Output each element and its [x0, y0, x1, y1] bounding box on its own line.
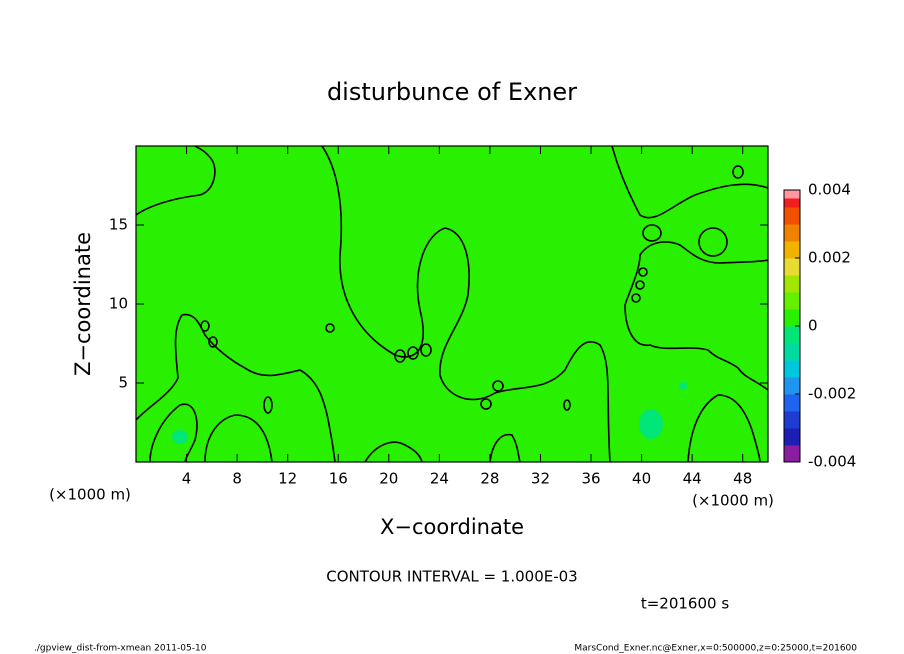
- colorbar-tick-label: 0: [808, 317, 818, 335]
- colorbar-tick-label: -0.004: [808, 453, 856, 471]
- patch: [679, 382, 687, 390]
- colorbar-band: [784, 343, 800, 361]
- x-tick-label: 4: [182, 470, 192, 488]
- x-tick-label: 36: [581, 470, 600, 488]
- x-tick-label: 28: [480, 470, 499, 488]
- colorbar-band: [784, 377, 800, 395]
- contour: [135, 145, 216, 216]
- y-tick-label: 10: [109, 295, 128, 313]
- contour: [364, 441, 423, 463]
- contour: [200, 320, 210, 332]
- colorbar-band: [784, 292, 800, 310]
- contour: [638, 267, 648, 277]
- contour: [489, 433, 521, 463]
- colorbar-tick-label: 0.004: [808, 181, 851, 199]
- contour: [611, 145, 769, 219]
- contours: [135, 145, 769, 463]
- colorbar-band: [784, 224, 800, 242]
- colorbar-band: [784, 258, 800, 276]
- contour: [635, 280, 645, 290]
- colorbar-tick-label: -0.002: [808, 385, 856, 403]
- chart-title: disturbunce of Exner: [327, 78, 577, 106]
- contour: [149, 403, 198, 463]
- contour: [325, 323, 335, 333]
- contour: [394, 349, 406, 363]
- contour: [263, 396, 273, 414]
- contour: [732, 165, 744, 179]
- x-axis-title: X−coordinate: [380, 515, 524, 539]
- colorbar-tick-label: 0.002: [808, 249, 851, 267]
- field: [136, 146, 768, 462]
- x-tick-label: 48: [733, 470, 752, 488]
- y-tick-label: 5: [118, 374, 128, 392]
- patches: [172, 382, 687, 444]
- colorbar-band: [784, 445, 800, 463]
- contour: [631, 293, 641, 303]
- x-unit: (×1000 m): [692, 492, 774, 510]
- contour: [321, 145, 611, 463]
- patch: [639, 409, 663, 439]
- colorbar-band: [784, 309, 800, 327]
- x-tick-label: 24: [430, 470, 449, 488]
- contour: [204, 414, 273, 463]
- footer-right: MarsCond_Exner.nc@Exner,x=0:500000,z=0:2…: [574, 644, 857, 654]
- footer-left: ./gpview_dist-from-xmean 2011-05-10: [34, 644, 207, 654]
- contour: [624, 241, 769, 391]
- colorbar-band: [784, 428, 800, 446]
- contour: [687, 394, 761, 463]
- colorbar-band: [784, 394, 800, 412]
- colorbar-band: [784, 411, 800, 429]
- y-tick-label: 15: [109, 216, 128, 234]
- contour: [420, 343, 432, 357]
- colorbar-top: [784, 190, 800, 199]
- time-label: t=201600 s: [641, 595, 729, 613]
- contour: [642, 224, 662, 242]
- x-tick-label: 8: [232, 470, 242, 488]
- y-axis-title: Z−coordinate: [71, 232, 95, 376]
- patch: [172, 430, 188, 444]
- contour: [492, 380, 504, 392]
- x-tick-label: 40: [632, 470, 651, 488]
- contour: [563, 399, 571, 411]
- contour: [480, 398, 492, 410]
- contour: [135, 313, 336, 463]
- colorbar-band: [784, 360, 800, 378]
- contour: [208, 336, 218, 348]
- colorbar-band: [784, 326, 800, 344]
- x-tick-label: 44: [683, 470, 702, 488]
- x-tick-label: 12: [278, 470, 297, 488]
- y-unit: (×1000 m): [49, 486, 131, 504]
- contour: [407, 346, 419, 360]
- colorbar-band: [784, 275, 800, 293]
- contour: [698, 227, 728, 257]
- x-tick-label: 32: [531, 470, 550, 488]
- colorbar-band: [784, 207, 800, 225]
- x-tick-label: 16: [329, 470, 348, 488]
- contour-interval: CONTOUR INTERVAL = 1.000E-03: [326, 568, 577, 586]
- x-tick-label: 20: [379, 470, 398, 488]
- colorbar-band: [784, 241, 800, 259]
